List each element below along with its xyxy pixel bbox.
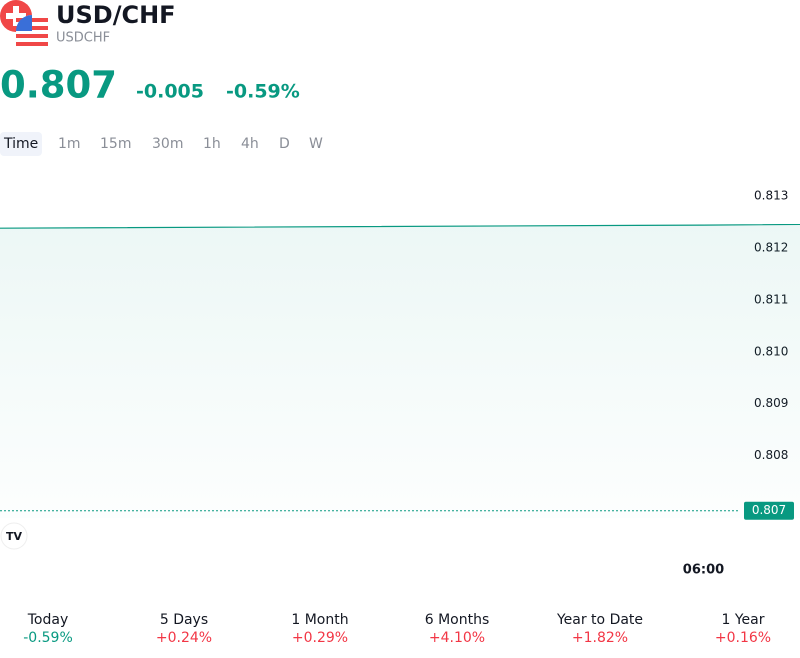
active-interval-bg [0,132,42,156]
flags [0,0,48,47]
period-label[interactable]: Year to Date [556,612,643,628]
last-price-label: 0.807 [752,503,786,517]
period-label[interactable]: 6 Months [425,612,490,628]
interval-tab[interactable]: W [309,136,323,152]
interval-tab[interactable]: D [279,136,290,152]
period-change: +0.24% [156,630,212,646]
change: -0.005 [136,81,204,103]
x-tick-label: 06:00 [683,563,724,578]
period-change: +1.82% [572,630,628,646]
symbol-code: USDCHF [56,31,110,46]
period-change: +0.16% [715,630,771,646]
period-change: +4.10% [429,630,485,646]
period-label[interactable]: 1 Year [722,612,765,628]
interval-tab[interactable]: 1m [58,136,81,152]
price: 0.807 [0,64,117,107]
change-percent: -0.59% [226,81,300,103]
tv-logo: TV [0,522,28,550]
period-label[interactable]: 5 Days [160,612,208,628]
interval-tab[interactable]: Time [3,136,38,152]
period-change: +0.29% [292,630,348,646]
last-price-box [744,501,794,520]
interval-tab[interactable]: 15m [100,136,131,152]
y-tick-label: 0.813 [754,188,788,202]
period-change: -0.59% [23,630,73,646]
period-label[interactable]: 1 Month [291,612,348,628]
interval-tab[interactable]: 4h [241,136,259,152]
interval-tab[interactable]: 1h [203,136,221,152]
interval-tab[interactable]: 30m [152,136,183,152]
symbol-title: USD/CHF [56,1,176,29]
area-fill [0,224,800,518]
period-label[interactable]: Today [27,612,69,628]
svg-text:TV: TV [6,530,23,543]
